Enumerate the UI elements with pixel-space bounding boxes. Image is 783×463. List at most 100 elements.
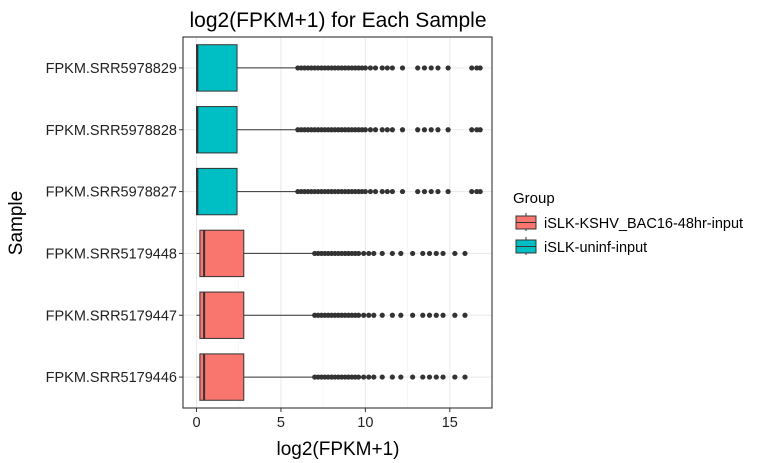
box [196, 106, 238, 154]
outlier-point [421, 127, 428, 133]
outlier-point [440, 312, 446, 318]
x-tick-label: 10 [357, 415, 373, 431]
outlier-point [462, 374, 468, 380]
outlier-point [426, 374, 433, 380]
axis-layer: 0 5 10 15 FPKM.SRR5978829 FPKM.SRR5978828 FPKM… [46, 61, 458, 431]
outlier-point [398, 312, 404, 318]
x-tick-label: 0 [192, 415, 200, 431]
boxplot-FPKM.SRR5179448 [196, 229, 468, 278]
outlier-point [462, 312, 468, 318]
outlier-point [399, 127, 406, 133]
outlier-point [452, 250, 458, 257]
outlier-point [362, 127, 368, 133]
outlier-point [372, 65, 379, 71]
box [196, 167, 238, 216]
outlier-point [445, 127, 451, 133]
outlier-point [399, 188, 406, 195]
outlier-point [372, 127, 379, 133]
boxplot-FPKM.SRR5978827 [196, 167, 483, 216]
boxplot-FPKM.SRR5978828 [196, 106, 483, 154]
boxplot-FPKM.SRR5179446 [196, 353, 468, 401]
outlier-point [421, 188, 428, 195]
outlier-point [452, 312, 458, 318]
outlier-point [361, 312, 367, 318]
boxplot-FPKM.SRR5978829 [196, 44, 483, 92]
outlier-point [366, 312, 372, 318]
outlier-point [426, 250, 433, 257]
outlier-point [415, 127, 421, 133]
outlier-point [435, 127, 441, 133]
outlier-point [366, 250, 372, 257]
outlier-point [420, 312, 426, 318]
outlier-point [433, 250, 439, 257]
outlier-point [428, 188, 434, 195]
outlier-point [398, 250, 404, 257]
outlier-point [371, 312, 377, 318]
outlier-point [452, 374, 458, 380]
outlier-point [433, 312, 439, 318]
y-tick-label: FPKM.SRR5978827 [46, 185, 177, 201]
outlier-point [379, 312, 385, 318]
outlier-point [379, 188, 385, 195]
box-layer [196, 44, 483, 401]
outlier-point [421, 65, 428, 71]
box [196, 44, 238, 92]
outlier-point [410, 312, 416, 318]
outlier-point [440, 250, 446, 257]
grid-layer [183, 37, 493, 408]
legend: Group iSLK-KSHV_BAC16-48hr-input iSLK-uni… [513, 190, 743, 256]
legend-label: iSLK-uninf-input [544, 240, 647, 256]
outlier-point [379, 250, 385, 257]
outlier-point [379, 374, 385, 380]
outlier-point [367, 188, 374, 195]
outlier-point [389, 65, 395, 71]
outlier-point [445, 188, 451, 195]
outlier-point [367, 127, 374, 133]
x-axis-title: log2(FPKM+1) [276, 439, 399, 460]
outlier-point [384, 65, 390, 71]
outlier-point [469, 188, 475, 195]
outlier-point [371, 374, 377, 380]
outlier-point [435, 65, 441, 71]
outlier-point [367, 65, 374, 71]
outlier-point [356, 374, 362, 380]
y-tick-label: FPKM.SRR5179446 [46, 370, 177, 386]
outlier-point [469, 127, 475, 133]
y-tick-label: FPKM.SRR5978828 [46, 123, 177, 139]
outlier-point [428, 65, 434, 71]
legend-label: iSLK-KSHV_BAC16-48hr-input [544, 216, 743, 232]
outlier-point [426, 312, 433, 318]
outlier-point [398, 374, 404, 380]
outlier-point [389, 188, 395, 195]
outlier-point [389, 374, 395, 380]
outlier-point [362, 188, 368, 195]
outlier-point [410, 250, 416, 257]
outlier-point [379, 65, 385, 71]
outlier-point [356, 312, 362, 318]
outlier-point [372, 188, 379, 195]
outlier-point [428, 127, 434, 133]
outlier-point [356, 250, 362, 257]
outlier-point [384, 188, 390, 195]
boxplot-FPKM.SRR5179447 [196, 291, 468, 339]
outlier-point [420, 250, 426, 257]
outlier-point [366, 374, 372, 380]
legend-item: iSLK-KSHV_BAC16-48hr-input [515, 213, 743, 232]
x-tick-label: 15 [442, 415, 458, 431]
panel-border [182, 36, 493, 409]
y-tick-label: FPKM.SRR5978829 [46, 61, 177, 77]
box [199, 291, 245, 339]
outlier-point [415, 188, 421, 195]
legend-title: Group [513, 190, 555, 207]
outlier-point [384, 127, 390, 133]
outlier-point [371, 250, 377, 257]
outlier-point [389, 127, 395, 133]
outlier-point [477, 65, 483, 71]
outlier-point [410, 374, 416, 380]
outlier-point [440, 374, 446, 380]
outlier-point [361, 374, 367, 380]
outlier-point [415, 65, 421, 71]
outlier-point [433, 374, 439, 380]
y-tick-label: FPKM.SRR5179448 [46, 246, 177, 262]
